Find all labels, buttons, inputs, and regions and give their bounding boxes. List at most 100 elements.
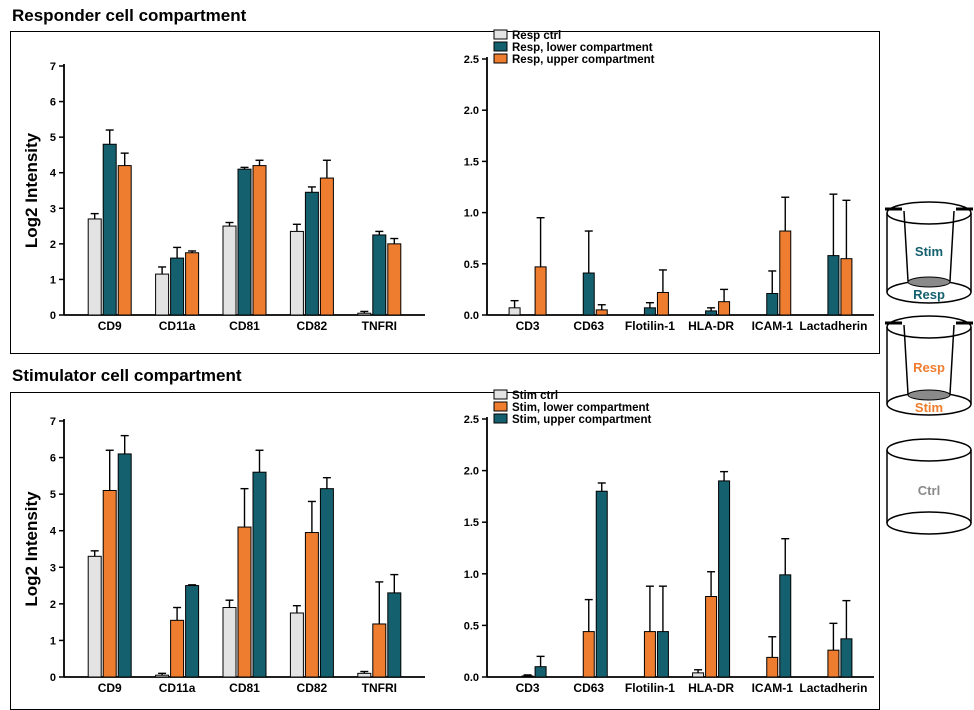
bar: [185, 585, 200, 678]
bar: [705, 596, 718, 678]
category-label: CD82: [297, 681, 328, 695]
y-tick-label: 0: [50, 310, 56, 322]
chart-2: 0.0 0.5 1.0 1.5 2.0 2.5 CD3 CD63 Flotilin-1 HLA-D…: [464, 29, 874, 333]
bar: [319, 488, 334, 678]
y-tick-label: 1.0: [464, 569, 479, 581]
cylinder-label: Ctrl: [918, 483, 940, 498]
y-tick-label: 3: [50, 562, 56, 574]
bar: [595, 309, 608, 316]
compartment-diagram-ctrl: Ctrl: [886, 438, 972, 535]
y-tick-label: 0.0: [464, 310, 479, 322]
category-label: CD9: [98, 681, 122, 695]
bar: [289, 612, 304, 678]
legend-label: Resp, lower compartment: [512, 42, 653, 54]
bar: [87, 218, 102, 316]
legend-swatch: [493, 389, 508, 400]
category-label: CD9: [98, 319, 122, 333]
category-label: Flotilin-1: [625, 681, 675, 695]
category-label: CD81: [229, 319, 260, 333]
legend-label: Resp, upper compartment: [512, 54, 655, 66]
legend-swatch: [493, 53, 508, 64]
y-tick-label: 4: [50, 168, 57, 180]
category-label: HLA-DR: [688, 319, 734, 333]
legend-label: Stim, lower compartment: [512, 402, 650, 414]
y-tick-label: 2.5: [464, 414, 479, 426]
bar: [252, 165, 267, 316]
bar: [237, 168, 252, 316]
bar: [319, 177, 334, 316]
bar: [155, 674, 170, 678]
bar: [87, 555, 102, 678]
bar: [840, 638, 853, 678]
category-label: CD11a: [159, 319, 196, 333]
cylinder-top-label: Stim: [915, 244, 943, 259]
bar: [387, 592, 402, 678]
bar: [185, 252, 200, 316]
bar: [222, 607, 237, 678]
bar: [117, 165, 132, 316]
bar: [521, 675, 534, 678]
legend-swatch: [493, 413, 508, 424]
bar: [222, 225, 237, 316]
cylinder-bottom-label: Stim: [915, 400, 943, 415]
category-label: CD3: [516, 319, 540, 333]
bar: [656, 291, 669, 316]
responder-section-title: Responder cell compartment: [12, 6, 247, 25]
bar: [252, 471, 267, 678]
y-axis-label: Log2 Intensity: [22, 132, 41, 248]
bar: [840, 258, 853, 316]
bar: [766, 292, 779, 316]
bar: [155, 273, 170, 316]
bar: [827, 649, 840, 678]
y-tick-label: 1: [50, 635, 56, 647]
y-tick-label: 1.5: [464, 156, 479, 168]
chart-area: 0 1 2 3 4 5 6 7 Log2 Intensity CD9 CD11a CD81 CD82 TN…: [22, 29, 874, 695]
bar: [170, 257, 185, 316]
bar: [508, 307, 521, 316]
y-tick-label: 5: [50, 489, 56, 501]
bar: [656, 631, 669, 678]
bar: [102, 143, 117, 316]
bar: [705, 310, 718, 316]
category-label: HLA-DR: [688, 681, 734, 695]
category-label: ICAM-1: [752, 681, 794, 695]
compartment-diagram-resp-stim: Resp Stim: [885, 315, 973, 416]
chart-4: 0.0 0.5 1.0 1.5 2.0 2.5 CD3 CD63 Flotilin-1 HLA-D…: [464, 389, 874, 695]
legend-label: Resp ctrl: [512, 30, 561, 42]
category-label: Lactadherin: [799, 681, 867, 695]
y-tick-label: 2.0: [464, 105, 479, 117]
category-label: ICAM-1: [752, 319, 794, 333]
y-axis-label: Log2 Intensity: [22, 491, 41, 607]
y-tick-label: 6: [50, 97, 56, 109]
bar: [692, 672, 705, 678]
legend-label: Stim ctrl: [512, 390, 558, 402]
y-tick-label: 2.5: [464, 54, 479, 66]
y-tick-label: 6: [50, 453, 56, 465]
cylinder-top-label: Resp: [913, 360, 945, 375]
bar: [237, 526, 252, 678]
bar: [357, 672, 372, 678]
y-tick-label: 0.5: [464, 620, 479, 632]
y-tick-label: 2.0: [464, 466, 479, 478]
y-tick-label: 1.5: [464, 517, 479, 529]
bar: [827, 255, 840, 316]
bar: [718, 480, 731, 678]
bar: [643, 631, 656, 678]
category-label: CD3: [516, 681, 540, 695]
bar: [534, 666, 547, 678]
y-tick-label: 0: [50, 672, 56, 684]
y-tick-label: 2: [50, 599, 56, 611]
y-tick-label: 0.5: [464, 259, 479, 271]
y-tick-label: 4: [50, 526, 57, 538]
responder-panel: [10, 31, 880, 354]
bar: [779, 230, 792, 316]
y-tick-label: 0.0: [464, 672, 479, 684]
category-label: CD63: [573, 681, 604, 695]
stimulator-section-title: Stimulator cell compartment: [12, 366, 242, 385]
bar: [289, 230, 304, 316]
bar: [779, 574, 792, 678]
category-label: CD81: [229, 681, 260, 695]
bar: [595, 490, 608, 678]
bar: [170, 619, 185, 678]
